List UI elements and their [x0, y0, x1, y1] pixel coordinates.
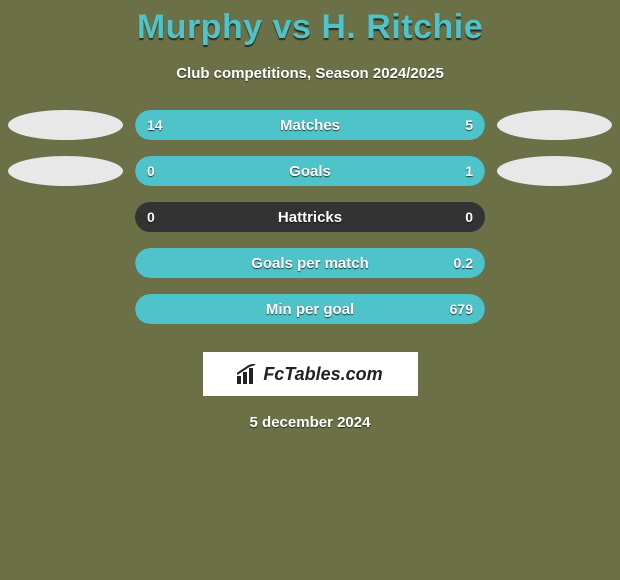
bar-fill-left [135, 156, 198, 186]
stat-value-right: 0.2 [454, 255, 473, 271]
page-title: Murphy vs H. Ritchie [0, 8, 620, 47]
stat-row: Min per goal 679 [0, 294, 620, 324]
bar-fill-right [198, 156, 485, 186]
player-left-ellipse [8, 110, 123, 140]
stat-label: Goals per match [251, 255, 369, 272]
date-text: 5 december 2024 [0, 414, 620, 431]
bar-fill-left [135, 110, 380, 140]
stat-bar: 0 Goals 1 [135, 156, 485, 186]
player-right-ellipse [497, 110, 612, 140]
stat-row: 0 Goals 1 [0, 156, 620, 186]
stat-label: Hattricks [278, 209, 342, 226]
stat-value-left: 14 [147, 117, 163, 133]
header: Murphy vs H. Ritchie Club competitions, … [0, 0, 620, 82]
stat-label: Goals [289, 163, 331, 180]
player-right-ellipse [497, 156, 612, 186]
stat-row: 14 Matches 5 [0, 110, 620, 140]
brand-logo[interactable]: FcTables.com [203, 352, 418, 396]
subtitle: Club competitions, Season 2024/2025 [0, 65, 620, 82]
stat-value-right: 5 [465, 117, 473, 133]
stat-value-right: 0 [465, 209, 473, 225]
brand-text: FcTables.com [263, 364, 382, 385]
stat-row: 0 Hattricks 0 [0, 202, 620, 232]
stat-bar: Min per goal 679 [135, 294, 485, 324]
stat-value-right: 1 [465, 163, 473, 179]
player-left-ellipse [8, 156, 123, 186]
stat-bar: 0 Hattricks 0 [135, 202, 485, 232]
stats-list: 14 Matches 5 0 Goals 1 0 Hattricks 0 Goals per ma… [0, 110, 620, 324]
chart-icon [237, 364, 259, 384]
stat-bar: 14 Matches 5 [135, 110, 485, 140]
stat-label: Matches [280, 117, 340, 134]
stat-row: Goals per match 0.2 [0, 248, 620, 278]
stat-value-left: 0 [147, 163, 155, 179]
stat-bar: Goals per match 0.2 [135, 248, 485, 278]
stat-label: Min per goal [266, 301, 354, 318]
stat-value-right: 679 [450, 301, 473, 317]
stat-value-left: 0 [147, 209, 155, 225]
